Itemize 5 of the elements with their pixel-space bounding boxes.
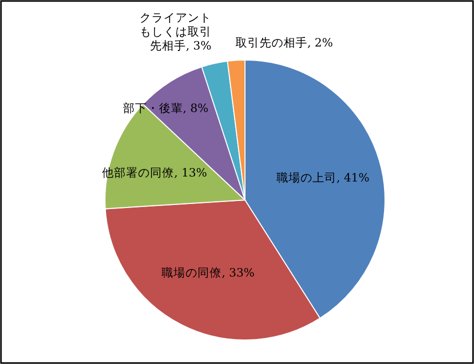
slice-label: 部下・後輩, 8% xyxy=(122,100,209,115)
slice-label: 職場の同僚, 33% xyxy=(162,265,255,280)
slice-label: クライアントもしくは取引先相手, 3% xyxy=(139,10,212,53)
slice-label: 取引先の相手, 2% xyxy=(235,35,333,50)
slice-label: 職場の上司, 41% xyxy=(276,170,370,184)
